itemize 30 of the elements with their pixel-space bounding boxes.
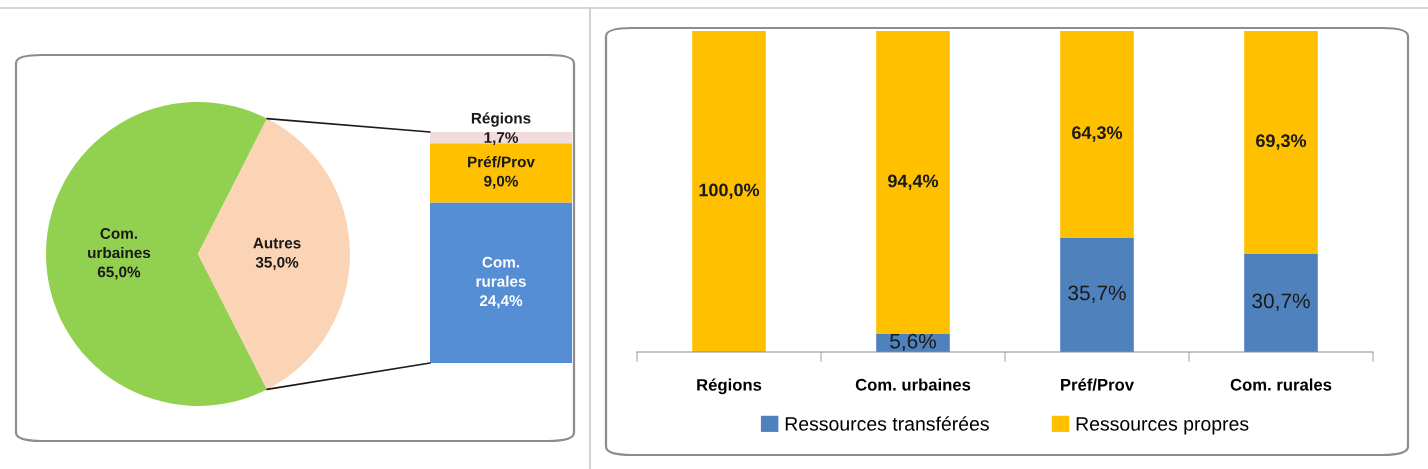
data-label: 94,4% [888,174,939,190]
legend-label: Ressources propres [1076,417,1249,435]
data-label: 24,4% [479,295,523,309]
data-label: 9,0% [484,175,519,189]
bar [1244,31,1318,254]
bar [876,31,950,335]
bar [692,31,766,352]
slice-label: Com. urbaines [88,228,151,259]
data-label: 64,3% [1072,126,1123,142]
data-label: 35,7% [1068,285,1126,303]
data-label: 30,7% [1252,293,1310,311]
x-tick-label: Com. rurales [1230,378,1332,391]
bar [1244,253,1318,352]
data-label: 1,7% [484,132,519,146]
data-label: 65,0% [97,266,141,280]
pie-slice [198,118,350,390]
bar [1060,237,1134,352]
data-label: 100,0% [699,183,760,199]
series-label: Régions [471,112,531,127]
legend-label: Ressources transférées [785,416,989,431]
x-tick-label: Régions [697,378,762,395]
data-label: 5,6% [890,333,936,352]
x-tick-label: Préf/Prov [1061,378,1134,391]
data-label: 35,0% [255,256,299,270]
slice-label: Autres [253,237,301,249]
x-tick-label: Com. urbaines [855,378,971,391]
bar [1060,31,1134,238]
data-label: 69,3% [1256,134,1307,150]
series-label: Com. rurales [476,256,526,287]
series-label: Préf/Prov [468,155,535,168]
